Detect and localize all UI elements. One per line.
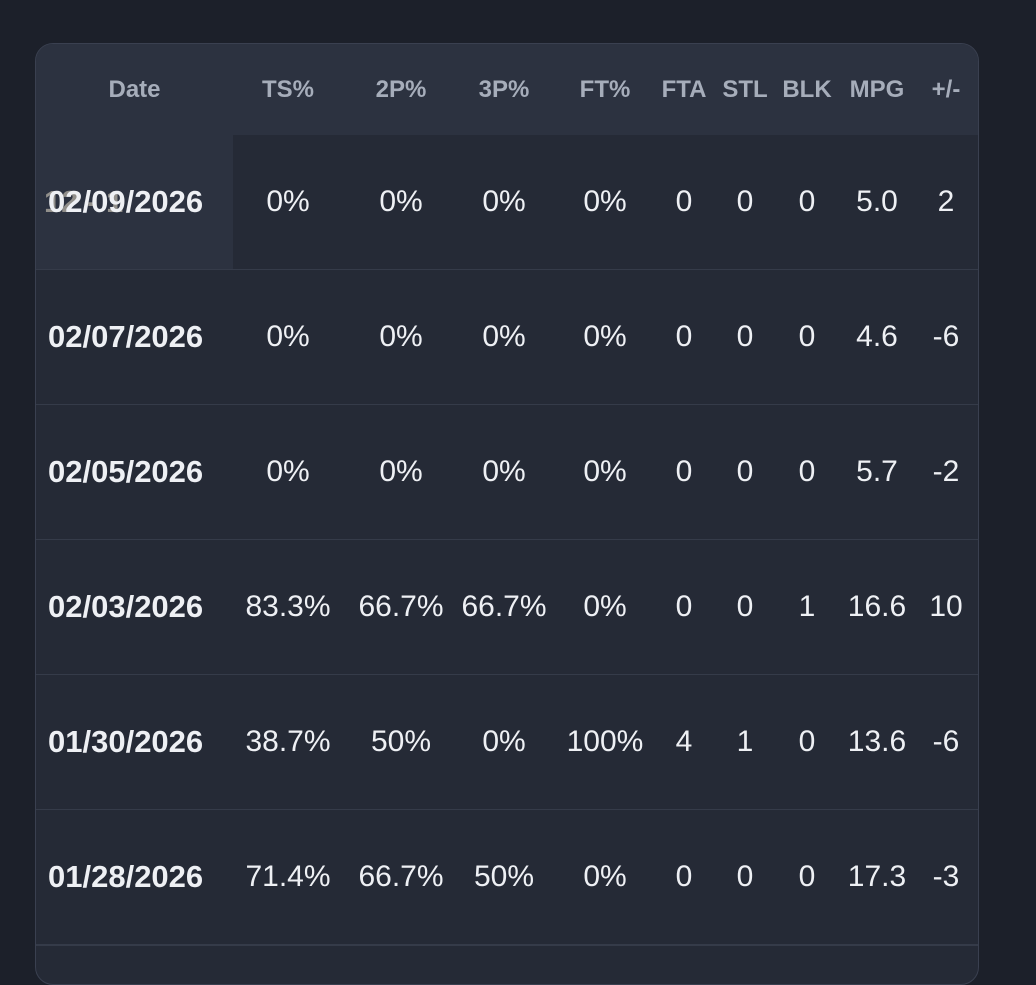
date-cell: 01/30/2026 [48,724,204,759]
column-header-ft[interactable]: FT% [579,76,631,103]
column-header-blk[interactable]: BLK [782,76,832,103]
date-cell: 01/28/2026 [48,859,204,894]
table-row[interactable]: 01/30/2026 38.7% 50% 0% 100% 4 1 0 13.6 -6 [36,675,978,811]
mpg-cell: 4.6 [856,320,898,353]
table-row[interactable]: 01/28/2026 71.4% 66.7% 50% 0% 0 0 0 17.3 -3 [36,810,978,946]
free-throw-cell: 100% [566,725,644,758]
table-row[interactable]: 02/07/2026 0% 0% 0% 0% 0 0 0 4.6 -6 [36,270,978,406]
game-log-table: Date TS% 2P% 3P% FT% FTA STL BLK MPG +/-… [35,43,979,985]
table-row[interactable]: 12 - 1 02/09/2026 0% 0% 0% 0% 0 0 0 5.0 2 [36,135,978,271]
two-point-cell: 50% [370,725,432,758]
mpg-cell: 13.6 [847,725,907,758]
table-row[interactable]: 02/05/2026 0% 0% 0% 0% 0 0 0 5.7 -2 [36,405,978,541]
stl-cell: 0 [736,185,754,218]
blk-cell: 0 [798,185,816,218]
table-row[interactable]: 02/03/2026 83.3% 66.7% 66.7% 0% 0 0 1 16.6 10 [36,540,978,676]
table-header: Date TS% 2P% 3P% FT% FTA STL BLK MPG +/- [36,44,978,136]
plus-minus-cell: -6 [932,725,960,758]
blk-cell: 0 [798,860,816,893]
stl-cell: 0 [736,455,754,488]
fta-cell: 0 [675,455,693,488]
column-header-stl[interactable]: STL [722,76,768,103]
column-header-2p[interactable]: 2P% [375,76,427,103]
two-point-cell: 0% [379,455,423,488]
mpg-cell: 5.7 [856,455,898,488]
fta-cell: 0 [675,860,693,893]
ts-cell: 83.3% [245,590,331,623]
date-cell: 02/09/2026 [48,184,204,219]
fta-cell: 4 [675,725,693,758]
three-point-cell: 0% [482,725,526,758]
free-throw-cell: 0% [583,455,627,488]
three-point-cell: 66.7% [461,590,547,623]
stl-cell: 1 [736,725,754,758]
free-throw-cell: 0% [583,320,627,353]
three-point-cell: 0% [482,185,526,218]
plus-minus-cell: 2 [937,185,955,218]
date-cell: 02/07/2026 [48,319,204,354]
ts-cell: 0% [266,455,310,488]
blk-cell: 0 [798,455,816,488]
date-cell: 02/03/2026 [48,589,204,624]
blk-cell: 1 [798,590,816,623]
free-throw-cell: 0% [583,185,627,218]
ts-cell: 0% [266,185,310,218]
blk-cell: 0 [798,320,816,353]
ts-cell: 0% [266,320,310,353]
plus-minus-cell: 10 [929,590,963,623]
two-point-cell: 0% [379,185,423,218]
blk-cell: 0 [798,725,816,758]
column-header-mpg[interactable]: MPG [849,76,905,103]
fta-cell: 0 [675,590,693,623]
two-point-cell: 66.7% [358,860,444,893]
two-point-cell: 0% [379,320,423,353]
fta-cell: 0 [675,320,693,353]
overlapping-ghost-text: 12 - 1 [44,184,124,219]
free-throw-cell: 0% [583,860,627,893]
stl-cell: 0 [736,860,754,893]
column-header-plus-minus[interactable]: +/- [931,76,961,103]
two-point-cell: 66.7% [358,590,444,623]
three-point-cell: 50% [473,860,535,893]
stl-cell: 0 [736,590,754,623]
date-cell: 02/05/2026 [48,454,204,489]
mpg-cell: 5.0 [856,185,898,218]
fta-cell: 0 [675,185,693,218]
stl-cell: 0 [736,320,754,353]
plus-minus-cell: -6 [932,320,960,353]
column-header-3p[interactable]: 3P% [478,76,530,103]
sticky-date-column-background [36,135,233,269]
free-throw-cell: 0% [583,590,627,623]
plus-minus-cell: -2 [932,455,960,488]
column-header-ts[interactable]: TS% [261,76,314,103]
ts-cell: 38.7% [245,725,331,758]
mpg-cell: 17.3 [847,860,907,893]
three-point-cell: 0% [482,455,526,488]
mpg-cell: 16.6 [847,590,907,623]
three-point-cell: 0% [482,320,526,353]
column-header-fta[interactable]: FTA [661,76,707,103]
column-header-date[interactable]: Date [108,76,161,103]
ts-cell: 71.4% [245,860,331,893]
plus-minus-cell: -3 [932,860,960,893]
